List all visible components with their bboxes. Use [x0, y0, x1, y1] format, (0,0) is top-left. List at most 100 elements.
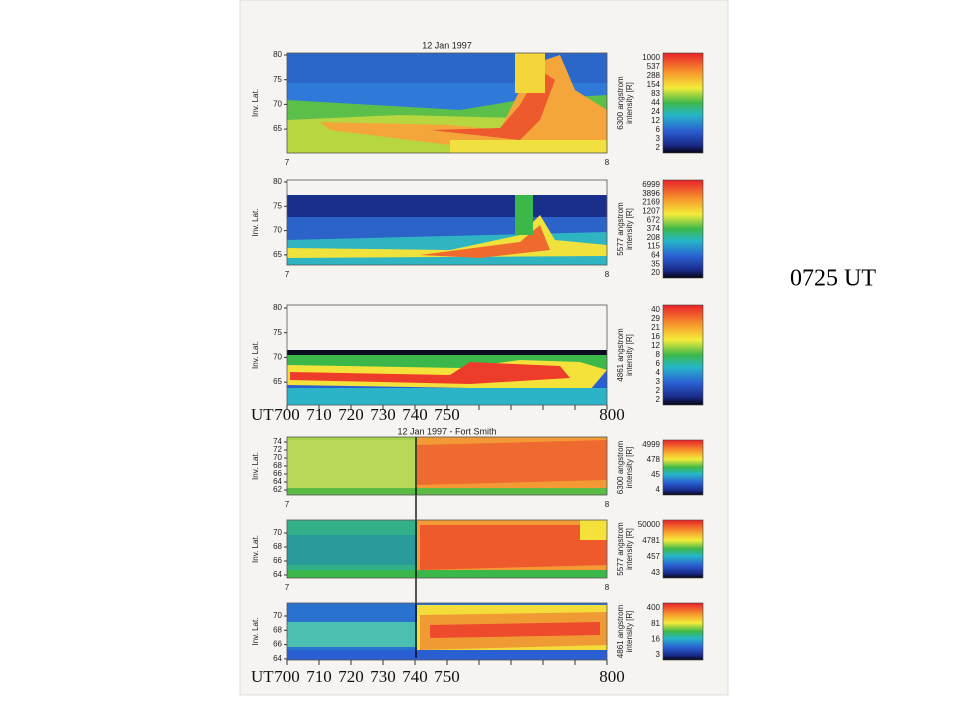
colorbar-tick-label: 4	[656, 368, 661, 377]
heat-region	[420, 525, 607, 570]
colorbar-tick-label: 457	[647, 552, 661, 561]
colorbar	[662, 519, 704, 579]
heat-region	[290, 362, 570, 384]
y-tick-label: 66	[273, 556, 282, 565]
y-tick-label: 75	[273, 328, 282, 337]
heatmaps	[287, 53, 607, 660]
y-tick-label: 62	[273, 485, 282, 494]
colorbar	[662, 439, 704, 496]
colorbar-tick-label: 4999	[642, 440, 660, 449]
colorbar-tick-label: 64	[651, 251, 660, 260]
x-tick-label: 7	[285, 500, 290, 509]
y-tick-label: 64	[273, 654, 282, 663]
y-axis-label: Inv. Lat.	[251, 535, 260, 563]
colorbar-label: 4861 angstrom	[616, 328, 625, 382]
y-tick-label: 65	[273, 377, 282, 386]
ut-tick-label: 710	[306, 405, 332, 424]
x-tick-label: 7	[285, 270, 290, 279]
ut-tick-label: 740	[402, 405, 428, 424]
y-tick-label: 68	[273, 625, 282, 634]
colorbar-tick-label: 16	[651, 634, 660, 643]
colorbar-tick-label: 83	[651, 89, 660, 98]
heat-region	[417, 440, 607, 485]
colorbar-tick-label: 43	[651, 568, 660, 577]
y-tick-label: 70	[273, 528, 282, 537]
colorbar-tick-label: 8	[656, 350, 661, 359]
colorbar-tick-label: 288	[647, 71, 661, 80]
colorbar-tick-label: 400	[647, 603, 661, 612]
colorbar	[662, 602, 704, 661]
colorbar-label: 6300 angstrom	[616, 440, 625, 494]
y-tick-label: 68	[273, 542, 282, 551]
figure-title: 12 Jan 1997 - Fort Smith	[397, 426, 496, 436]
heat-region	[450, 140, 607, 153]
y-tick-label: 64	[273, 570, 282, 579]
y-tick-label: 70	[273, 611, 282, 620]
y-axis-label: Inv. Lat.	[251, 452, 260, 480]
colorbar-label: intensity [R]	[625, 334, 634, 376]
heat-region	[430, 622, 600, 638]
colorbar-tick-label: 21	[651, 323, 660, 332]
colorbar-label: 5577 angstrom	[616, 522, 625, 576]
y-axis-label: Inv. Lat.	[251, 209, 260, 237]
colorbar-tick-label: 35	[651, 259, 660, 268]
heat-region	[420, 225, 550, 258]
x-tick-label: 8	[605, 583, 610, 592]
heat-region	[287, 650, 607, 660]
colorbar-tick-label: 20	[651, 268, 660, 277]
colorbar-tick-label: 3	[656, 650, 661, 659]
y-tick-label: 80	[273, 303, 282, 312]
colorbar-tick-label: 81	[651, 619, 660, 628]
colorbar-label: 4861 angstrom	[616, 604, 625, 658]
colorbar	[662, 304, 704, 406]
y-tick-label: 65	[273, 250, 282, 259]
heat-region	[287, 350, 607, 355]
colorbar-tick-label: 478	[647, 455, 661, 464]
heat-region	[515, 53, 545, 93]
colorbar-tick-label: 374	[647, 224, 661, 233]
ut-tick-label: 720	[338, 667, 364, 686]
colorbar-label: intensity [R]	[625, 528, 634, 570]
ut-axis-label: UT	[251, 405, 274, 424]
ut-tick-label: 740	[402, 667, 428, 686]
x-tick-label: 8	[605, 158, 610, 167]
colorbar-tick-label: 12	[651, 116, 660, 125]
colorbar-tick-label: 3896	[642, 189, 660, 198]
x-tick-label: 8	[605, 270, 610, 279]
y-tick-label: 70	[273, 100, 282, 109]
colorbar-tick-label: 6	[656, 359, 661, 368]
plot-frame	[286, 179, 608, 266]
colorbar-tick-label: 50000	[638, 520, 661, 529]
y-axis-label: Inv. Lat.	[251, 618, 260, 646]
colorbar-tick-label: 1000	[642, 53, 660, 62]
y-tick-label: 65	[273, 124, 282, 133]
colorbar-tick-label: 154	[647, 80, 661, 89]
colorbar-tick-label: 2	[656, 395, 661, 404]
y-tick-label: 66	[273, 640, 282, 649]
colorbar-label: 5577 angstrom	[616, 202, 625, 256]
y-tick-label: 75	[273, 75, 282, 84]
colorbar-tick-label: 672	[647, 215, 661, 224]
x-tick-label: 7	[285, 158, 290, 167]
heat-region	[430, 70, 555, 140]
colorbar-tick-label: 16	[651, 332, 660, 341]
y-tick-label: 68	[273, 461, 282, 470]
heat-region	[287, 440, 417, 490]
y-tick-label: 70	[273, 353, 282, 362]
ut-tick-label: 730	[370, 405, 396, 424]
heat-region	[515, 195, 533, 235]
colorbar-label: intensity [R]	[625, 447, 634, 489]
colorbar-tick-label: 4781	[642, 536, 660, 545]
y-tick-label: 70	[273, 453, 282, 462]
colorbar-tick-label: 4	[656, 485, 661, 494]
x-tick-label: 8	[605, 500, 610, 509]
heat-region	[580, 520, 607, 540]
colorbar-tick-label: 2169	[642, 198, 660, 207]
ut-axis-label: UT	[251, 667, 274, 686]
colorbar-tick-label: 537	[647, 62, 661, 71]
y-axis-label: Inv. Lat.	[251, 341, 260, 369]
y-tick-label: 66	[273, 469, 282, 478]
colorbar-tick-label: 2	[656, 143, 661, 152]
heat-region	[287, 195, 607, 217]
